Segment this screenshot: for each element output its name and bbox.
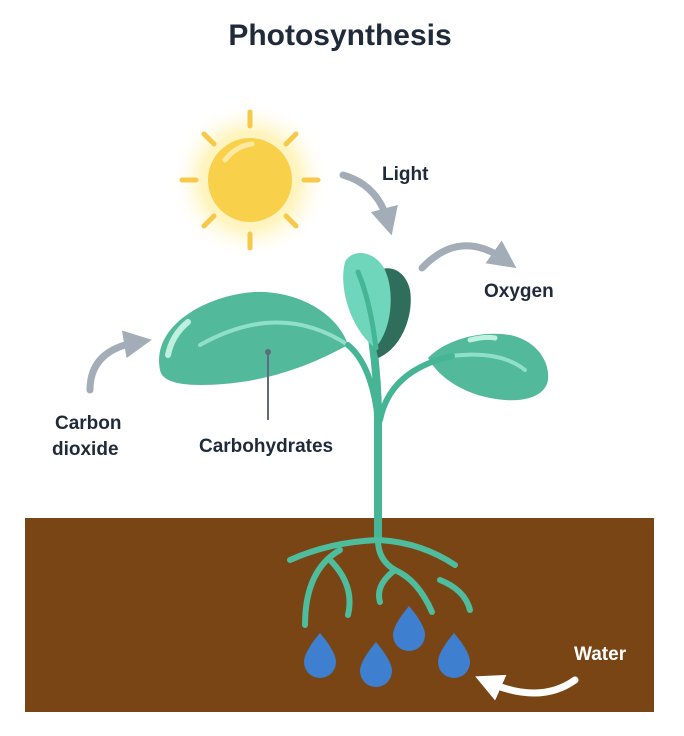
sun-highlight <box>222 141 255 163</box>
light-arrow-icon <box>339 171 398 236</box>
top-leaf-vein <box>355 269 379 351</box>
right-leaf <box>428 333 549 401</box>
light-label: Light <box>382 164 429 185</box>
oxygen-label: Oxygen <box>484 281 554 302</box>
left-leaf-highlight <box>165 319 191 358</box>
water-drop-icon <box>438 633 470 678</box>
water-drop-icon <box>360 642 392 687</box>
page-title: Photosynthesis <box>228 19 451 52</box>
left-branch <box>345 342 381 423</box>
sun-disc <box>208 138 292 222</box>
oxygen-arrow-icon <box>418 240 517 272</box>
roots <box>287 537 473 628</box>
carbon-dioxide-label-line2: dioxide <box>52 439 119 460</box>
carbon-dioxide-label-line1: Carbon <box>55 413 122 434</box>
carbohydrates-label: Carbohydrates <box>199 436 333 457</box>
carbon-dioxide-arrow-icon <box>86 330 152 394</box>
water-drop-icon <box>393 606 425 651</box>
left-leaf <box>159 291 348 385</box>
sun-icon <box>170 100 330 260</box>
right-leaf-vein <box>450 352 527 372</box>
right-branch <box>377 353 455 423</box>
plant-icon <box>159 252 549 628</box>
water-label: Water <box>574 644 627 665</box>
water-drops <box>304 606 470 687</box>
sun-rays <box>179 109 321 251</box>
water-arrow-icon <box>475 674 579 701</box>
right-leaf-highlight <box>467 334 498 343</box>
water-drop-icon <box>304 633 336 678</box>
